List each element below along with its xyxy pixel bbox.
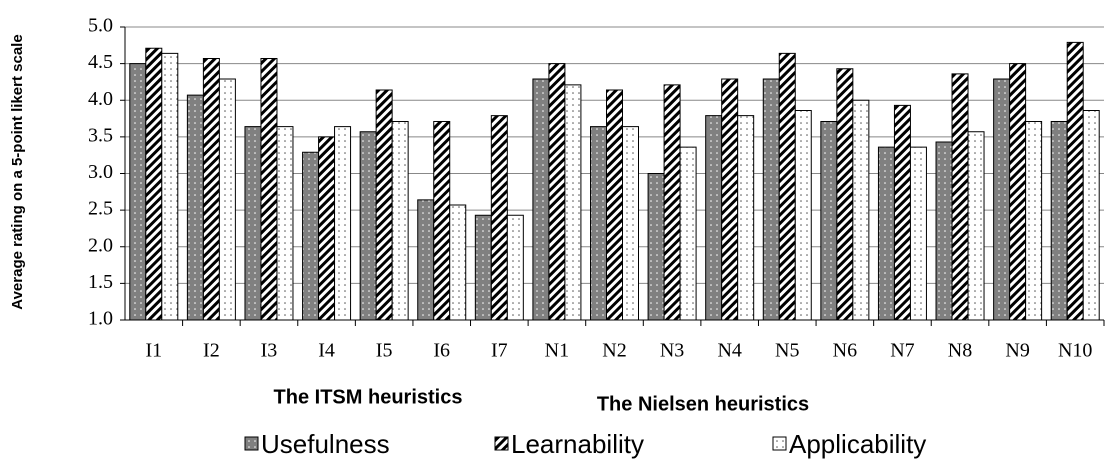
- bar: [663, 84, 681, 321]
- bar: [474, 214, 492, 321]
- y-tick-label: 5.0: [88, 15, 113, 37]
- bar: [967, 131, 985, 321]
- y-tick-label: 1.0: [88, 308, 113, 330]
- bar: [186, 94, 204, 321]
- bar: [359, 131, 377, 321]
- y-axis-title: Average rating on a 5-point likert scale: [9, 34, 26, 309]
- bar: [679, 146, 697, 321]
- bar: [1009, 63, 1027, 321]
- x-tick-label: N6: [833, 340, 857, 362]
- x-tick-label: I2: [203, 340, 220, 362]
- bar: [391, 120, 409, 321]
- x-tick-label: N2: [602, 340, 626, 362]
- bar: [417, 199, 435, 321]
- legend-label: Learnability: [511, 429, 644, 459]
- x-tick-label: N7: [890, 340, 914, 362]
- bar: [721, 78, 739, 321]
- x-tick-label: N10: [1058, 340, 1092, 362]
- x-tick-label: N4: [717, 340, 741, 362]
- x-tick-label: N8: [948, 340, 972, 362]
- bar: [1050, 120, 1068, 321]
- bar: [449, 204, 467, 321]
- bar: [622, 126, 639, 321]
- group-label: The ITSM heuristics: [274, 386, 463, 408]
- bar: [647, 173, 665, 321]
- bar: [606, 89, 623, 321]
- bar: [564, 84, 582, 321]
- x-tick-label: N5: [775, 340, 799, 362]
- bar: [433, 120, 451, 321]
- bar: [218, 78, 236, 321]
- bar: [877, 146, 895, 321]
- bar: [778, 52, 796, 321]
- bar: [893, 104, 911, 321]
- bar: [161, 52, 179, 321]
- bar: [548, 63, 566, 321]
- bar: [993, 78, 1011, 321]
- x-tick-label: I6: [433, 340, 450, 362]
- bar: [794, 110, 812, 321]
- y-tick-label: 1.5: [88, 271, 113, 293]
- legend-swatch: [494, 436, 509, 451]
- bar: [909, 146, 927, 321]
- y-tick-label: 3.0: [88, 161, 113, 183]
- y-tick-label: 4.5: [88, 51, 113, 73]
- bar: [129, 63, 147, 321]
- bar: [276, 126, 294, 321]
- x-tick-label: I5: [376, 340, 393, 362]
- bar: [951, 73, 969, 321]
- x-tick-label: N9: [1005, 340, 1029, 362]
- bar: [762, 78, 780, 321]
- bar: [836, 68, 854, 321]
- bar: [852, 99, 870, 321]
- bar: [375, 89, 393, 321]
- bar: [334, 126, 352, 321]
- bar: [244, 126, 262, 321]
- bar: [532, 78, 550, 321]
- y-tick-label: 2.5: [88, 198, 113, 220]
- x-tick-label: I1: [145, 340, 162, 362]
- legend-swatch: [772, 436, 787, 451]
- y-tick-label: 3.5: [88, 124, 113, 146]
- group-label: The Nielsen heuristics: [597, 393, 809, 415]
- bar: [318, 136, 336, 321]
- bar: [737, 115, 755, 321]
- x-tick-label: I7: [491, 340, 508, 362]
- bar: [820, 120, 838, 321]
- x-tick-label: N1: [545, 340, 569, 362]
- y-tick-label: 4.0: [88, 88, 113, 110]
- bar: [1025, 120, 1043, 321]
- bar: [705, 115, 723, 321]
- bar: [202, 57, 220, 321]
- x-tick-label: I4: [318, 340, 335, 362]
- x-tick-label: I3: [261, 340, 278, 362]
- bar: [302, 151, 320, 321]
- bar: [1082, 110, 1100, 321]
- bar: [1066, 41, 1084, 321]
- bar: [590, 126, 607, 321]
- bar: [260, 57, 278, 321]
- bar: [935, 141, 953, 321]
- bar: [145, 47, 163, 321]
- y-tick-label: 2.0: [88, 234, 113, 256]
- bar: [506, 214, 524, 321]
- legend-swatch: [244, 436, 259, 451]
- legend-label: Applicability: [789, 429, 926, 459]
- bar: [490, 115, 508, 321]
- legend-label: Usefulness: [261, 429, 390, 459]
- x-tick-label: N3: [660, 340, 684, 362]
